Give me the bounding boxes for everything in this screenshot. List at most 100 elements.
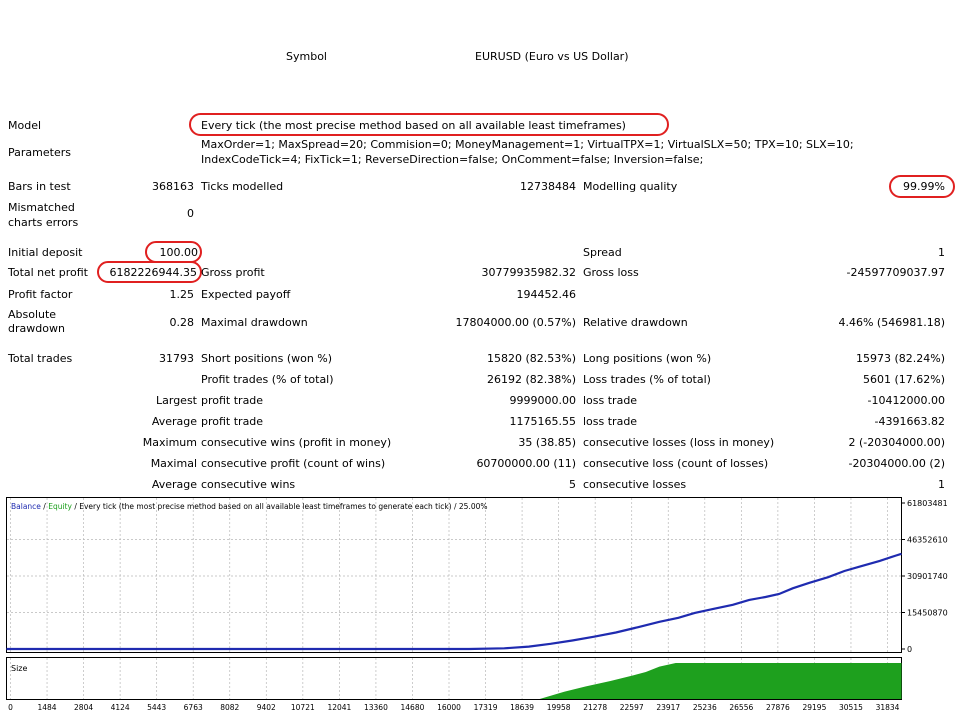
x-tick-label: 8082 [220, 703, 239, 712]
long-label: Long positions (won %) [583, 352, 712, 365]
avgcons-losses-label: consecutive losses [583, 478, 687, 491]
netprofit-highlight [97, 261, 202, 283]
x-tick-label: 0 [8, 703, 13, 712]
deposit-highlight [145, 241, 202, 263]
x-tick-label: 21278 [583, 703, 607, 712]
deposit-label: Initial deposit [8, 246, 83, 259]
x-tick-label: 25236 [693, 703, 717, 712]
gross-profit-value: 30779935982.32 [481, 266, 576, 279]
model-value: Every tick (the most precise method base… [201, 119, 626, 132]
legend-balance: Balance [11, 502, 41, 511]
rel-drawdown-value: 4.46% (546981.18) [838, 316, 945, 329]
average-loss-label: loss trade [583, 415, 638, 428]
gross-loss-value: -24597709037.97 [846, 266, 945, 279]
maximum-losses-label: consecutive losses (loss in money) [583, 436, 775, 449]
main-panel-frame [6, 497, 902, 653]
spread-label: Spread [583, 246, 622, 259]
avgcons-wins-label: consecutive wins [201, 478, 296, 491]
parameters-label: Parameters [8, 146, 71, 159]
avgcons-losses-value: 1 [938, 478, 945, 491]
x-tick-label: 22597 [620, 703, 644, 712]
maximal-label: Maximal [150, 457, 197, 470]
parameters-line2: IndexCodeTick=4; FixTick=1; ReverseDirec… [201, 153, 704, 166]
long-value: 15973 (82.24%) [855, 352, 945, 365]
x-tick-label: 26556 [729, 703, 753, 712]
x-tick-label: 31834 [876, 703, 900, 712]
maximum-wins-label: consecutive wins (profit in money) [201, 436, 392, 449]
payoff-value: 194452.46 [516, 288, 577, 301]
maximal-loss-value: -20304000.00 (2) [848, 457, 945, 470]
gross-profit-label: Gross profit [201, 266, 265, 279]
model-highlight [189, 113, 669, 136]
balance-series [6, 552, 902, 651]
payoff-label: Expected payoff [201, 288, 291, 301]
mismatched-label-2: charts errors [8, 216, 79, 229]
x-tick-label: 30515 [839, 703, 863, 712]
largest-profit-label: profit trade [201, 394, 264, 407]
mismatched-label-1: Mismatched [8, 201, 75, 214]
x-tick-label: 19958 [547, 703, 571, 712]
quality-value: 99.99% [903, 180, 945, 193]
y-tick-label: 46352610 [907, 536, 948, 545]
y-tick-label: 30901740 [907, 572, 948, 581]
largest-profit-value: 9999000.00 [509, 394, 576, 407]
y-axis-ticks: 61803481 46352610 30901740 15450870 0 [901, 499, 948, 654]
size-series [6, 663, 902, 699]
chart-legend: Balance / Equity / Every tick (the most … [11, 502, 488, 511]
x-tick-label: 13360 [364, 703, 388, 712]
maximal-profit-value: 60700000.00 (11) [476, 457, 576, 470]
largest-loss-label: loss trade [583, 394, 638, 407]
x-tick-label: 9402 [257, 703, 276, 712]
legend-sep: / [41, 502, 48, 511]
legend-description: / Every tick (the most precise method ba… [72, 502, 488, 511]
y-tick-label: 0 [907, 645, 912, 654]
symbol-value: EURUSD (Euro vs US Dollar) [475, 50, 629, 63]
x-tick-label: 4124 [111, 703, 130, 712]
x-tick-label: 5443 [147, 703, 166, 712]
loss-trades-value: 5601 (17.62%) [862, 373, 945, 386]
y-tick-label: 61803481 [907, 499, 948, 508]
trades-label: Total trades [8, 352, 73, 365]
avgcons-label: Average [151, 478, 197, 491]
balance-chart: 61803481 46352610 30901740 15450870 0 0 1484 2… [6, 497, 948, 712]
x-tick-label: 12041 [327, 703, 351, 712]
trades-value: 31793 [159, 352, 194, 365]
netprofit-value: 6182226944.35 [109, 266, 197, 279]
size-area [6, 663, 902, 699]
x-tick-label: 10721 [291, 703, 315, 712]
ticks-label: Ticks modelled [201, 180, 284, 193]
legend-equity: Equity [48, 502, 72, 511]
maximum-losses-value: 2 (-20304000.00) [848, 436, 945, 449]
x-tick-label: 2804 [74, 703, 93, 712]
bars-value: 368163 [152, 180, 194, 193]
profit-trades-value: 26192 (82.38%) [486, 373, 576, 386]
x-tick-label: 29195 [802, 703, 826, 712]
chart-grid [7, 498, 901, 699]
abs-drawdown-label-2: drawdown [8, 322, 65, 335]
x-axis-ticks: 0 1484 2804 4124 5443 6763 8082 9402 10721 12041 1… [8, 703, 900, 712]
maximum-label: Maximum [142, 436, 197, 449]
profit-trades-label: Profit trades (% of total) [201, 373, 334, 386]
short-value: 15820 (82.53%) [486, 352, 576, 365]
largest-label: Largest [156, 394, 197, 407]
max-drawdown-label: Maximal drawdown [201, 316, 308, 329]
loss-trades-label: Loss trades (% of total) [583, 373, 711, 386]
x-tick-label: 1484 [37, 703, 56, 712]
average-loss-value: -4391663.82 [874, 415, 945, 428]
maximal-loss-label: consecutive loss (count of losses) [583, 457, 769, 470]
maximal-profit-label: consecutive profit (count of wins) [201, 457, 386, 470]
rel-drawdown-label: Relative drawdown [583, 316, 688, 329]
balance-line [6, 552, 902, 651]
quality-label: Modelling quality [583, 180, 678, 193]
average-profit-label: profit trade [201, 415, 264, 428]
x-tick-label: 17319 [474, 703, 498, 712]
x-tick-label: 18639 [510, 703, 534, 712]
abs-drawdown-value: 0.28 [169, 316, 195, 329]
largest-loss-value: -10412000.00 [867, 394, 945, 407]
y-tick-label: 15450870 [907, 609, 948, 618]
x-tick-label: 16000 [437, 703, 461, 712]
x-tick-label: 6763 [184, 703, 203, 712]
x-tick-label: 23917 [656, 703, 680, 712]
average-label: Average [151, 415, 197, 428]
netprofit-label: Total net profit [8, 266, 88, 279]
